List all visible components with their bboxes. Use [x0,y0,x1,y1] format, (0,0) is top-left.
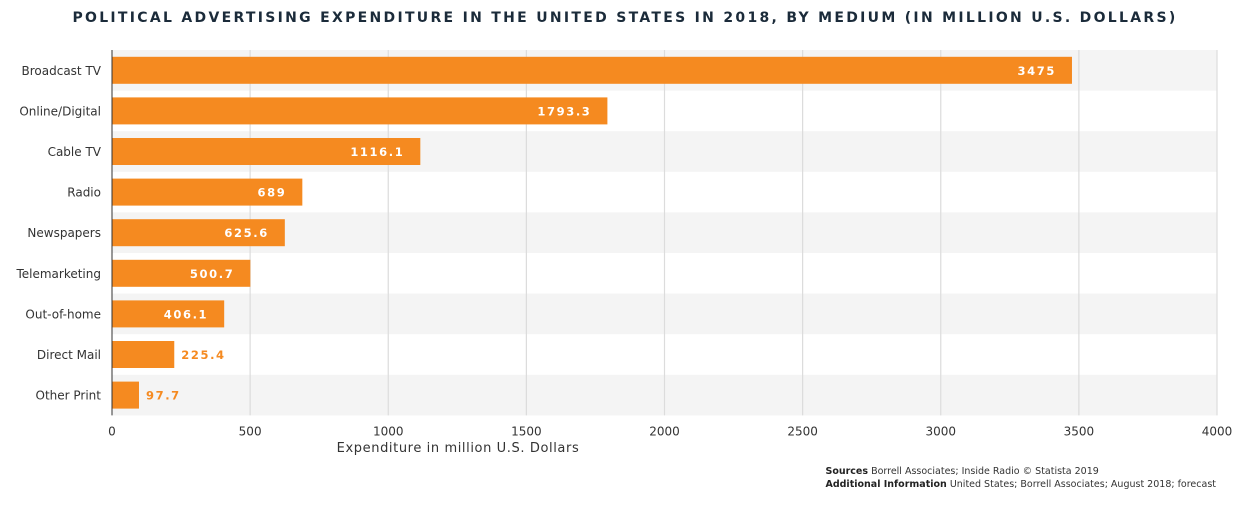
category-label: Direct Mail [37,348,101,362]
sources-label: Sources [825,466,869,477]
bar [112,97,608,125]
bar [112,138,421,165]
bar [112,300,225,328]
bar-value-label: 500.7 [190,267,234,281]
x-tick-label: 1000 [373,424,404,438]
bar-value-label: 406.1 [164,307,208,321]
bar [112,56,1072,84]
bar [112,341,175,368]
bar-value-label: 1793.3 [537,104,591,118]
additional-info-line: Additional Information United States; Bo… [825,478,1216,491]
x-axis-label: Expenditure in million U.S. Dollars [337,441,580,456]
bar [112,178,303,206]
additional-info-text: United States; Borrell Associates; Augus… [949,479,1216,490]
bar [112,219,285,247]
grid-lines [249,50,1218,416]
category-labels: Broadcast TV Online/Digital Cable TV Radio N… [15,64,101,403]
category-label: Telemarketing [15,267,101,281]
bar-value-label: 97.7 [146,389,181,403]
bar-value-label: 689 [258,186,287,200]
x-tick-label: 3000 [925,424,956,438]
category-label: Out-of-home [25,307,101,321]
copyright-text: © Statista 2019 [1022,466,1099,477]
bar-value-label: 1116.1 [350,145,404,159]
category-label: Newspapers [27,226,101,240]
chart-title: POLITICAL ADVERTISING EXPENDITURE IN THE… [72,10,1178,26]
x-tick-label: 0 [108,424,116,438]
category-label: Cable TV [48,145,102,159]
category-label: Online/Digital [19,104,101,118]
bar-value-label: 225.4 [181,348,225,362]
x-tick-label: 2000 [649,424,680,438]
bar [112,381,139,409]
category-label: Broadcast TV [22,64,102,78]
x-tick-label: 1500 [511,424,542,438]
bars: 3475 1793.3 1116.1 689 625.6 500.7 406.1 225.4 9… [112,56,1072,409]
x-tick-labels: 0 500 1000 1500 2000 2500 3000 3500 4000 [108,424,1232,438]
additional-info-label: Additional Information [825,479,947,490]
x-tick-label: 500 [239,424,262,438]
sources-text: Borrell Associates; Inside Radio [871,466,1020,477]
x-tick-label: 3500 [1064,424,1095,438]
x-tick-label: 2500 [787,424,818,438]
bar-value-label: 3475 [1018,64,1056,78]
bar [112,259,251,287]
bar-value-label: 625.6 [224,226,268,240]
category-label: Radio [67,186,101,200]
x-tick-label: 4000 [1202,424,1233,438]
chart-footer: Sources Borrell Associates; Inside Radio… [825,465,1216,491]
sources-line: Sources Borrell Associates; Inside Radio… [825,465,1216,478]
category-label: Other Print [36,389,102,403]
